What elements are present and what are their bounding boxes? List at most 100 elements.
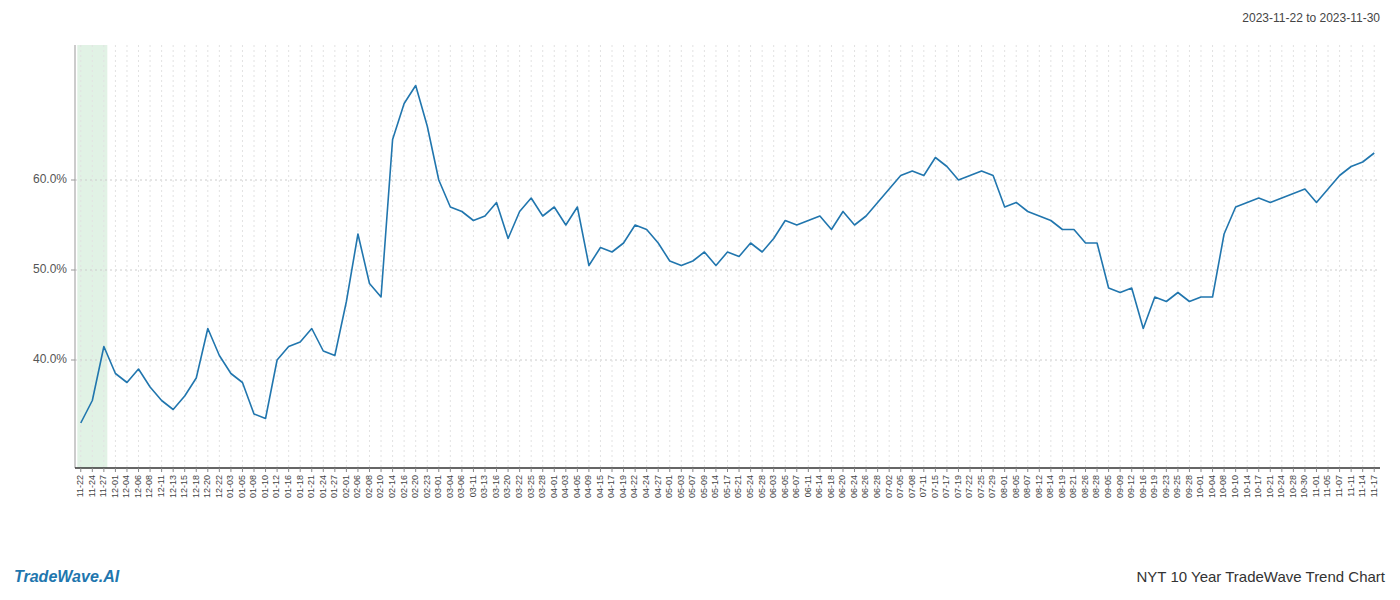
x-grid-line xyxy=(715,45,716,468)
x-tick-label: 09-23 xyxy=(1161,475,1171,498)
x-grid-line xyxy=(1224,45,1225,468)
line xyxy=(81,86,1374,424)
x-tick-label: 12-08 xyxy=(144,475,154,498)
x-grid-line xyxy=(762,45,763,468)
x-tick xyxy=(1224,468,1225,472)
x-tick xyxy=(1351,468,1352,472)
x-grid-line xyxy=(1374,45,1375,468)
x-tick xyxy=(138,468,139,472)
x-tick-label: 12-15 xyxy=(179,475,189,498)
x-tick-label: 04-05 xyxy=(572,475,582,498)
x-tick xyxy=(877,468,878,472)
x-tick-label: 02-10 xyxy=(375,475,385,498)
x-grid-line xyxy=(646,45,647,468)
x-tick xyxy=(288,468,289,472)
x-grid-line xyxy=(1351,45,1352,468)
x-tick-label: 09-16 xyxy=(1138,475,1148,498)
x-tick xyxy=(658,468,659,472)
x-tick-label: 05-17 xyxy=(722,475,732,498)
x-tick xyxy=(1004,468,1005,472)
x-tick xyxy=(831,468,832,472)
x-tick-label: 07-05 xyxy=(895,475,905,498)
x-grid-line xyxy=(126,45,127,468)
x-grid-line xyxy=(484,45,485,468)
x-tick xyxy=(1108,468,1109,472)
x-grid-line xyxy=(1328,45,1329,468)
x-tick xyxy=(796,468,797,472)
x-grid-line xyxy=(1039,45,1040,468)
x-grid-line xyxy=(254,45,255,468)
x-grid-line xyxy=(635,45,636,468)
series xyxy=(81,86,1374,424)
x-tick-label: 06-18 xyxy=(826,475,836,498)
x-tick xyxy=(1039,468,1040,472)
y-tick xyxy=(71,180,75,181)
y-tick-label: 60.0% xyxy=(33,172,67,186)
x-tick-label: 08-21 xyxy=(1068,475,1078,498)
x-tick-label: 12-13 xyxy=(168,475,178,498)
x-tick xyxy=(588,468,589,472)
x-grid-line xyxy=(427,45,428,468)
x-grid-line xyxy=(357,45,358,468)
x-grid-line xyxy=(150,45,151,468)
x-grid-line xyxy=(519,45,520,468)
x-grid-line xyxy=(993,45,994,468)
x-grid-line xyxy=(103,45,104,468)
x-tick xyxy=(646,468,647,472)
x-tick-label: 09-09 xyxy=(1115,475,1125,498)
x-tick xyxy=(1062,468,1063,472)
x-tick-label: 11-14 xyxy=(1357,475,1367,497)
x-grid-line xyxy=(819,45,820,468)
x-grid-line xyxy=(600,45,601,468)
x-tick xyxy=(508,468,509,472)
x-tick-label: 08-12 xyxy=(1034,475,1044,498)
x-tick xyxy=(1131,468,1132,472)
chart: 40.0%50.0%60.0%11-2211-2411-2712-0112-04… xyxy=(0,0,1400,600)
x-grid-line xyxy=(1108,45,1109,468)
x-grid-line xyxy=(1131,45,1132,468)
x-grid-line xyxy=(1293,45,1294,468)
x-tick xyxy=(103,468,104,472)
x-grid-line xyxy=(1258,45,1259,468)
x-grid-line xyxy=(334,45,335,468)
x-tick xyxy=(635,468,636,472)
x-grid-line xyxy=(1120,45,1121,468)
x-grid-line xyxy=(1339,45,1340,468)
x-tick xyxy=(300,468,301,472)
grid xyxy=(75,45,1380,468)
x-grid-line xyxy=(1304,45,1305,468)
x-tick xyxy=(115,468,116,472)
x-grid-line xyxy=(773,45,774,468)
x-grid-line xyxy=(1154,45,1155,468)
x-tick-label: 12-04 xyxy=(121,475,131,498)
x-grid-line xyxy=(1247,45,1248,468)
x-tick-label: 01-05 xyxy=(237,475,247,498)
x-tick-label: 05-03 xyxy=(676,475,686,498)
x-grid-line xyxy=(1073,45,1074,468)
x-tick-label: 12-06 xyxy=(133,475,143,498)
x-tick xyxy=(381,468,382,472)
x-grid-line xyxy=(508,45,509,468)
x-tick-label: 12-11 xyxy=(156,475,166,497)
x-grid-line xyxy=(1166,45,1167,468)
x-tick xyxy=(1200,468,1201,472)
x-grid-line xyxy=(866,45,867,468)
x-tick xyxy=(1027,468,1028,472)
x-tick xyxy=(1143,468,1144,472)
x-tick xyxy=(150,468,151,472)
x-tick-label: 03-13 xyxy=(479,475,489,498)
x-tick-label: 01-21 xyxy=(306,475,316,498)
x-tick xyxy=(473,468,474,472)
x-grid-line xyxy=(877,45,878,468)
x-tick-label: 07-17 xyxy=(941,475,951,498)
x-tick-label: 05-28 xyxy=(757,475,767,498)
x-grid-line xyxy=(658,45,659,468)
x-tick xyxy=(1085,468,1086,472)
x-tick-label: 05-24 xyxy=(745,475,755,498)
x-grid-line xyxy=(612,45,613,468)
x-grid-line xyxy=(207,45,208,468)
x-grid-line xyxy=(92,45,93,468)
x-grid-line xyxy=(727,45,728,468)
x-tick-label: 05-09 xyxy=(699,475,709,498)
annotation: TradeWave.AI xyxy=(14,568,120,585)
